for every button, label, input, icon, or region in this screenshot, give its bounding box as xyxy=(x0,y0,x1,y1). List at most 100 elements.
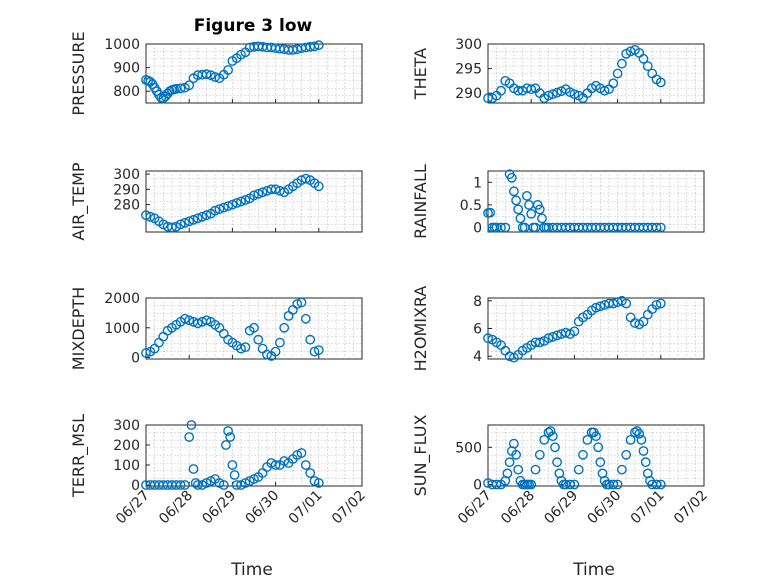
y-tick-label: 295 xyxy=(455,62,482,78)
grid-lines xyxy=(146,425,362,486)
y-axis-label: RAINFALL xyxy=(411,164,430,239)
data-point xyxy=(534,449,545,460)
y-tick-label: 2000 xyxy=(104,291,140,307)
data-point xyxy=(640,457,651,468)
data-point xyxy=(483,333,493,344)
data-point xyxy=(547,89,558,100)
data-point xyxy=(236,480,246,490)
data-point xyxy=(197,211,208,222)
y-axis-label: SUN_FLUX xyxy=(411,415,431,497)
data-point xyxy=(313,478,324,488)
data-point xyxy=(617,464,627,475)
x-tick-label: 06/28 xyxy=(156,488,196,528)
data-point xyxy=(253,334,264,345)
data-point xyxy=(249,322,259,333)
data-point xyxy=(500,222,511,233)
data-point xyxy=(545,426,556,436)
data-point xyxy=(534,204,545,215)
data-point xyxy=(231,198,242,208)
data-point xyxy=(638,53,649,64)
data-point xyxy=(655,298,666,309)
data-point xyxy=(511,195,521,206)
data-point xyxy=(532,199,543,210)
data-point xyxy=(205,70,216,81)
data-point xyxy=(595,457,606,468)
subplot-theta: 290 295 300 THETA xyxy=(411,37,705,104)
data-point xyxy=(496,222,506,233)
y-tick-label: 500 xyxy=(455,440,482,456)
y-tick-label: 800 xyxy=(113,84,140,100)
data-point xyxy=(595,301,606,312)
data-series xyxy=(483,169,666,233)
data-point xyxy=(270,346,281,357)
data-point xyxy=(496,85,506,96)
data-point xyxy=(214,478,225,488)
data-point xyxy=(625,434,636,445)
x-tick-label: 07/01 xyxy=(286,488,326,528)
data-point xyxy=(141,210,151,221)
data-series xyxy=(141,420,324,490)
data-point xyxy=(634,428,645,439)
data-point xyxy=(296,297,307,308)
data-point xyxy=(526,208,537,219)
data-point xyxy=(214,204,225,215)
subplot-rainfall: 0 0.5 1 RAINFALL xyxy=(411,164,705,239)
data-point xyxy=(309,346,320,357)
data-point xyxy=(186,420,197,430)
data-series xyxy=(141,40,324,104)
y-axis-label: PRESSURE xyxy=(69,31,88,115)
data-point xyxy=(539,434,550,445)
data-point xyxy=(190,478,201,488)
y-tick-label: 4 xyxy=(473,349,482,365)
y-tick-label: 900 xyxy=(113,61,140,77)
data-point xyxy=(591,302,601,313)
data-point xyxy=(552,87,562,98)
data-point xyxy=(593,442,604,453)
data-point xyxy=(313,40,324,51)
x-tick-label: 06/30 xyxy=(585,488,625,528)
data-point xyxy=(249,190,259,201)
data-point xyxy=(218,480,229,490)
data-point xyxy=(292,299,303,309)
data-series xyxy=(141,173,324,233)
data-point xyxy=(552,457,562,468)
data-point xyxy=(240,342,251,352)
x-tick-label: 07/02 xyxy=(671,488,711,528)
data-point xyxy=(608,298,619,309)
data-point xyxy=(179,480,190,490)
data-point xyxy=(201,315,212,326)
data-point xyxy=(513,85,524,96)
y-tick-label: 0.5 xyxy=(460,198,482,214)
data-point xyxy=(313,345,324,355)
data-point xyxy=(513,464,524,475)
y-axis-label: H2OMIXRA xyxy=(411,286,430,372)
data-point xyxy=(296,448,307,458)
x-tick-label: 07/02 xyxy=(329,488,369,528)
x-axis-label-left: Time xyxy=(230,560,273,580)
y-axis-label: THETA xyxy=(411,48,430,100)
grid-lines xyxy=(146,298,362,359)
x-tick-label: 06/29 xyxy=(541,488,581,528)
x-tick-label: 06/30 xyxy=(243,488,283,528)
x-tick-label: 06/29 xyxy=(199,488,239,528)
data-point xyxy=(179,217,190,228)
y-tick-label: 0 xyxy=(473,478,482,494)
data-point xyxy=(229,470,240,480)
data-point xyxy=(582,434,593,445)
data-point xyxy=(630,427,640,438)
data-point xyxy=(231,480,242,490)
data-point xyxy=(502,468,513,479)
y-tick-label: 280 xyxy=(113,198,140,214)
y-tick-label: 100 xyxy=(113,458,140,474)
chart-title: Figure 3 low xyxy=(194,16,313,36)
data-point xyxy=(543,90,554,101)
data-point xyxy=(483,93,493,104)
data-series xyxy=(483,426,666,490)
data-point xyxy=(192,318,203,329)
data-point xyxy=(534,337,545,348)
data-point xyxy=(638,446,649,456)
data-point xyxy=(201,69,212,80)
y-tick-label: 290 xyxy=(455,86,482,102)
